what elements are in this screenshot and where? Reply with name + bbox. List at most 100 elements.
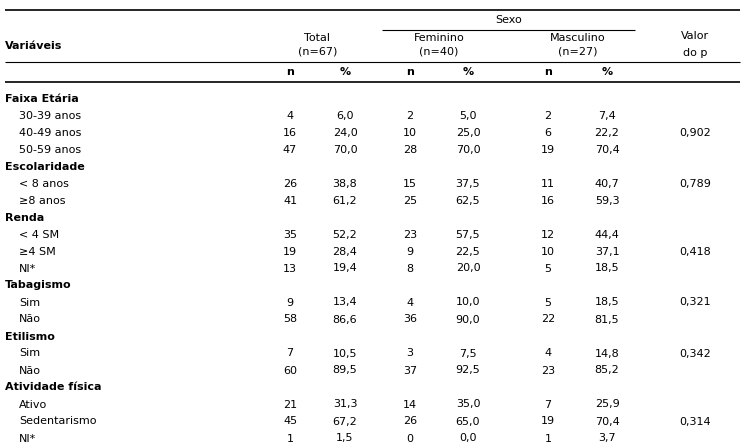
Text: 89,5: 89,5 — [333, 365, 357, 376]
Text: %: % — [339, 67, 351, 77]
Text: 19: 19 — [283, 246, 297, 256]
Text: 13,4: 13,4 — [333, 298, 357, 307]
Text: Variáveis: Variáveis — [5, 41, 62, 51]
Text: n: n — [544, 67, 552, 77]
Text: 92,5: 92,5 — [455, 365, 480, 376]
Text: 10: 10 — [403, 128, 417, 137]
Text: 0,342: 0,342 — [679, 349, 711, 358]
Text: 85,2: 85,2 — [595, 365, 619, 376]
Text: Renda: Renda — [5, 213, 44, 222]
Text: 19: 19 — [541, 416, 555, 427]
Text: NI*: NI* — [19, 264, 36, 273]
Text: 24,0: 24,0 — [333, 128, 357, 137]
Text: 7: 7 — [545, 400, 551, 409]
Text: 11: 11 — [541, 179, 555, 189]
Text: Sim: Sim — [19, 298, 40, 307]
Text: 0,0: 0,0 — [459, 434, 477, 443]
Text: (n=27): (n=27) — [558, 46, 597, 56]
Text: 0,902: 0,902 — [679, 128, 711, 137]
Text: n: n — [406, 67, 414, 77]
Text: 7,4: 7,4 — [598, 110, 616, 120]
Text: do p: do p — [683, 48, 707, 58]
Text: 0: 0 — [407, 434, 413, 443]
Text: 19,4: 19,4 — [333, 264, 357, 273]
Text: 45: 45 — [283, 416, 297, 427]
Text: 86,6: 86,6 — [333, 315, 357, 325]
Text: 16: 16 — [541, 195, 555, 206]
Text: 62,5: 62,5 — [455, 195, 480, 206]
Text: Faixa Etária: Faixa Etária — [5, 93, 79, 104]
Text: 40-49 anos: 40-49 anos — [19, 128, 82, 137]
Text: 4: 4 — [407, 298, 413, 307]
Text: 65,0: 65,0 — [455, 416, 480, 427]
Text: 22,2: 22,2 — [595, 128, 619, 137]
Text: 14: 14 — [403, 400, 417, 409]
Text: 0,321: 0,321 — [679, 298, 711, 307]
Text: 20,0: 20,0 — [455, 264, 480, 273]
Text: 7,5: 7,5 — [459, 349, 477, 358]
Text: 41: 41 — [283, 195, 297, 206]
Text: 67,2: 67,2 — [333, 416, 357, 427]
Text: 25: 25 — [403, 195, 417, 206]
Text: 5: 5 — [545, 298, 551, 307]
Text: 16: 16 — [283, 128, 297, 137]
Text: Tabagismo: Tabagismo — [5, 280, 72, 291]
Text: %: % — [601, 67, 613, 77]
Text: NI*: NI* — [19, 434, 36, 443]
Text: Escolaridade: Escolaridade — [5, 162, 85, 171]
Text: ≥8 anos: ≥8 anos — [19, 195, 65, 206]
Text: 2: 2 — [407, 110, 413, 120]
Text: 10,0: 10,0 — [455, 298, 480, 307]
Text: Feminino: Feminino — [413, 33, 464, 43]
Text: 14,8: 14,8 — [595, 349, 619, 358]
Text: 3,7: 3,7 — [598, 434, 616, 443]
Text: 25,0: 25,0 — [455, 128, 480, 137]
Text: 9: 9 — [407, 246, 413, 256]
Text: 70,4: 70,4 — [595, 144, 619, 155]
Text: 22,5: 22,5 — [455, 246, 480, 256]
Text: 58: 58 — [283, 315, 297, 325]
Text: 0,314: 0,314 — [679, 416, 711, 427]
Text: 4: 4 — [286, 110, 294, 120]
Text: 23: 23 — [403, 229, 417, 240]
Text: 9: 9 — [286, 298, 294, 307]
Text: Masculino: Masculino — [550, 33, 605, 43]
Text: Sim: Sim — [19, 349, 40, 358]
Text: 35,0: 35,0 — [455, 400, 480, 409]
Text: 18,5: 18,5 — [595, 264, 619, 273]
Text: 57,5: 57,5 — [455, 229, 480, 240]
Text: 19: 19 — [541, 144, 555, 155]
Text: 8: 8 — [407, 264, 413, 273]
Text: 10: 10 — [541, 246, 555, 256]
Text: 30-39 anos: 30-39 anos — [19, 110, 81, 120]
Text: Etilismo: Etilismo — [5, 331, 55, 342]
Text: 2: 2 — [545, 110, 551, 120]
Text: ≥4 SM: ≥4 SM — [19, 246, 55, 256]
Text: 50-59 anos: 50-59 anos — [19, 144, 81, 155]
Text: (n=67): (n=67) — [298, 46, 337, 56]
Text: 6: 6 — [545, 128, 551, 137]
Text: 61,2: 61,2 — [333, 195, 357, 206]
Text: 10,5: 10,5 — [333, 349, 357, 358]
Text: 25,9: 25,9 — [595, 400, 619, 409]
Text: Sexo: Sexo — [495, 15, 522, 25]
Text: 1: 1 — [287, 434, 294, 443]
Text: 3: 3 — [407, 349, 413, 358]
Text: n: n — [286, 67, 294, 77]
Text: 90,0: 90,0 — [455, 315, 480, 325]
Text: < 8 anos: < 8 anos — [19, 179, 69, 189]
Text: 36: 36 — [403, 315, 417, 325]
Text: 28: 28 — [403, 144, 417, 155]
Text: 70,4: 70,4 — [595, 416, 619, 427]
Text: 70,0: 70,0 — [455, 144, 480, 155]
Text: 38,8: 38,8 — [333, 179, 357, 189]
Text: Não: Não — [19, 315, 41, 325]
Text: 70,0: 70,0 — [333, 144, 357, 155]
Text: Sedentarismo: Sedentarismo — [19, 416, 97, 427]
Text: (n=40): (n=40) — [419, 46, 458, 56]
Text: 35: 35 — [283, 229, 297, 240]
Text: Não: Não — [19, 365, 41, 376]
Text: Total: Total — [305, 33, 330, 43]
Text: 52,2: 52,2 — [333, 229, 357, 240]
Text: 0,789: 0,789 — [679, 179, 711, 189]
